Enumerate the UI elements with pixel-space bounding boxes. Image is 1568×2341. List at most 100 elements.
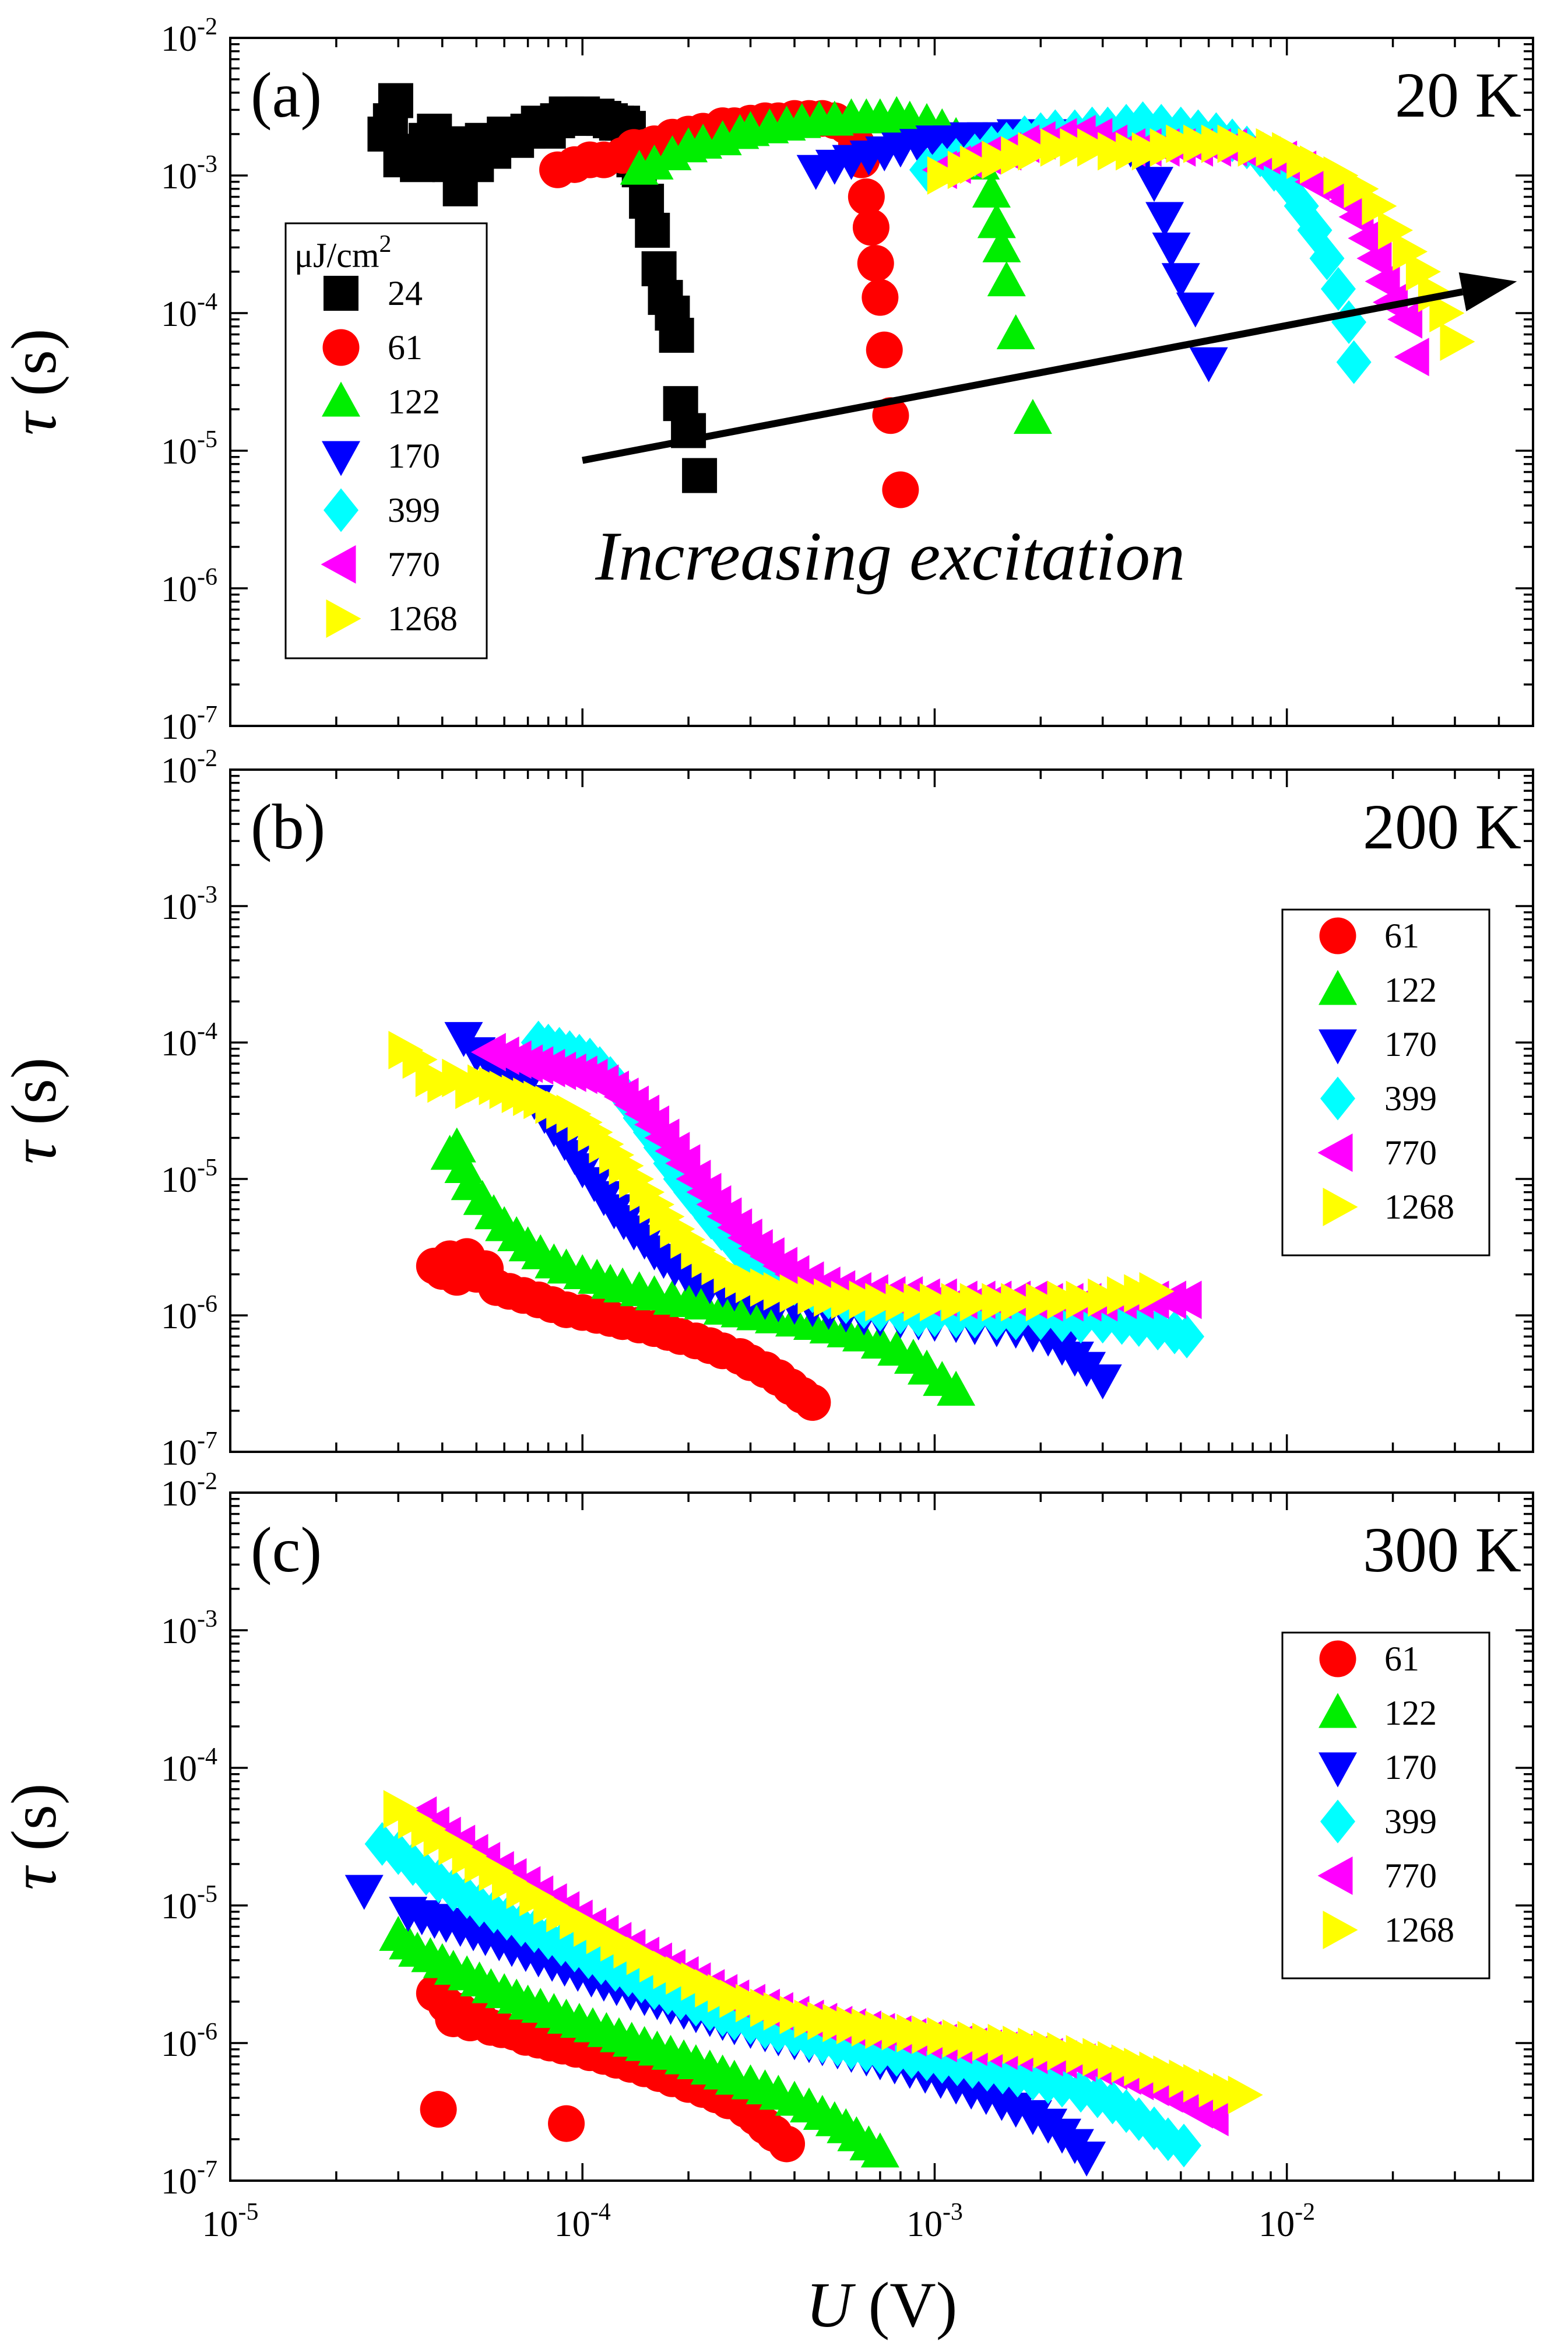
data-point — [1135, 167, 1174, 202]
data-point — [959, 1283, 995, 1322]
data-point — [1217, 124, 1253, 163]
legend-marker — [1317, 1856, 1353, 1895]
data-point — [1067, 2141, 1106, 2177]
legend-label: 170 — [1384, 1748, 1437, 1787]
data-point — [982, 141, 1017, 180]
data-point — [417, 113, 452, 149]
legend-label: 770 — [388, 545, 440, 584]
data-point — [768, 2125, 806, 2163]
x-tick-label: 10-5 — [202, 2199, 259, 2244]
data-point — [420, 2091, 457, 2128]
series-1268 — [388, 1030, 1175, 1322]
data-point — [1405, 252, 1441, 291]
y-tick-label: 10-6 — [161, 1291, 217, 1336]
data-point — [1047, 2032, 1082, 2071]
legend-label: 399 — [388, 491, 440, 529]
y-ticks — [230, 1491, 1533, 2182]
data-point — [959, 145, 995, 184]
temperature-label: 20 K — [1395, 59, 1521, 131]
data-point — [885, 1283, 921, 1322]
legend-box — [1281, 908, 1490, 1257]
y-tick-label: 10-5 — [161, 1881, 217, 1926]
legend: 61 122 170 399 770 1268 — [1281, 1631, 1490, 1980]
legend-label: 170 — [388, 437, 440, 475]
legend-title: μJ/cm2 — [294, 231, 392, 275]
y-tick-label: 10-3 — [161, 882, 217, 927]
legend-marker — [1317, 1133, 1353, 1172]
data-point — [1300, 145, 1335, 184]
data-point — [982, 1283, 1017, 1322]
data-point — [1040, 128, 1075, 167]
data-point — [1131, 132, 1167, 171]
data-point — [1356, 239, 1392, 278]
series-1268 — [383, 1790, 1263, 2114]
excitation-arrow — [582, 272, 1517, 464]
data-point — [937, 1370, 976, 1406]
y-axis-title-c: τ (s) — [0, 1784, 69, 1890]
legend-marker — [321, 545, 356, 584]
data-point — [1394, 338, 1429, 377]
data-point — [378, 83, 413, 118]
legend-label: 170 — [1384, 1025, 1437, 1064]
legend-label: 399 — [1384, 1802, 1437, 1841]
data-point — [860, 2132, 899, 2168]
data-point — [1145, 202, 1184, 237]
series-122 — [430, 1127, 976, 1406]
data-point — [1183, 124, 1219, 163]
legend-marker — [322, 381, 360, 417]
legend-marker — [1323, 1911, 1358, 1949]
data-point — [831, 1280, 866, 1319]
data-point — [1001, 1283, 1036, 1322]
data-point — [882, 471, 919, 508]
data-point — [1176, 292, 1215, 328]
y-tick-label: 10-3 — [161, 151, 217, 196]
legend-label: 1268 — [1384, 1911, 1454, 1949]
data-point — [996, 314, 1035, 350]
plot-frame — [229, 37, 1534, 727]
data-point — [987, 261, 1026, 297]
data-point — [1344, 169, 1379, 208]
panel-b: 10-7 10-6 10-5 10-4 10-3 10-2 (b) 200 K 61 122 170… — [161, 745, 1534, 1473]
data-point — [972, 172, 1011, 208]
legend-marker — [1319, 917, 1356, 954]
data-point — [1139, 1272, 1175, 1311]
x-axis: 10-5 10-4 10-3 10-2 — [202, 2199, 1316, 2244]
data-point — [1348, 219, 1383, 258]
legend-label: 770 — [1384, 1133, 1437, 1172]
data-point — [1152, 232, 1191, 268]
data-point — [1166, 2124, 1201, 2168]
y-tick-label: 10-5 — [161, 1154, 217, 1200]
y-tick-label: 10-3 — [161, 1606, 217, 1651]
x-ticks — [229, 770, 1534, 1452]
y-axis-title-a: τ (s) — [0, 329, 69, 436]
data-point — [1025, 1283, 1061, 1322]
data-point — [852, 209, 890, 246]
data-point — [1161, 263, 1200, 299]
data-point — [794, 1384, 831, 1421]
legend-marker — [326, 599, 361, 638]
y-tick-label: 10-7 — [161, 1427, 217, 1473]
data-point — [635, 212, 670, 248]
data-point — [865, 1283, 901, 1322]
data-point — [1387, 300, 1423, 339]
legend-label: 61 — [388, 328, 423, 367]
data-point — [1362, 187, 1397, 226]
legend-marker — [1319, 1693, 1357, 1728]
y-tick-label: 10-6 — [161, 2019, 217, 2064]
data-point — [848, 178, 885, 216]
temperature-label: 300 K — [1363, 1514, 1521, 1585]
x-tick-label: 10-3 — [906, 2199, 963, 2244]
legend-label: 24 — [388, 274, 423, 313]
data-point — [857, 245, 894, 282]
y-tick-label: 10-4 — [161, 1018, 217, 1064]
data-point — [1018, 132, 1053, 171]
data-point — [1309, 236, 1345, 280]
data-point — [982, 227, 1021, 262]
temperature-label: 200 K — [1363, 791, 1521, 862]
legend-marker — [1319, 1029, 1357, 1065]
legend-label: 770 — [1384, 1856, 1437, 1895]
x-ticks — [229, 1493, 1534, 2181]
legend-box — [1281, 1631, 1490, 1980]
